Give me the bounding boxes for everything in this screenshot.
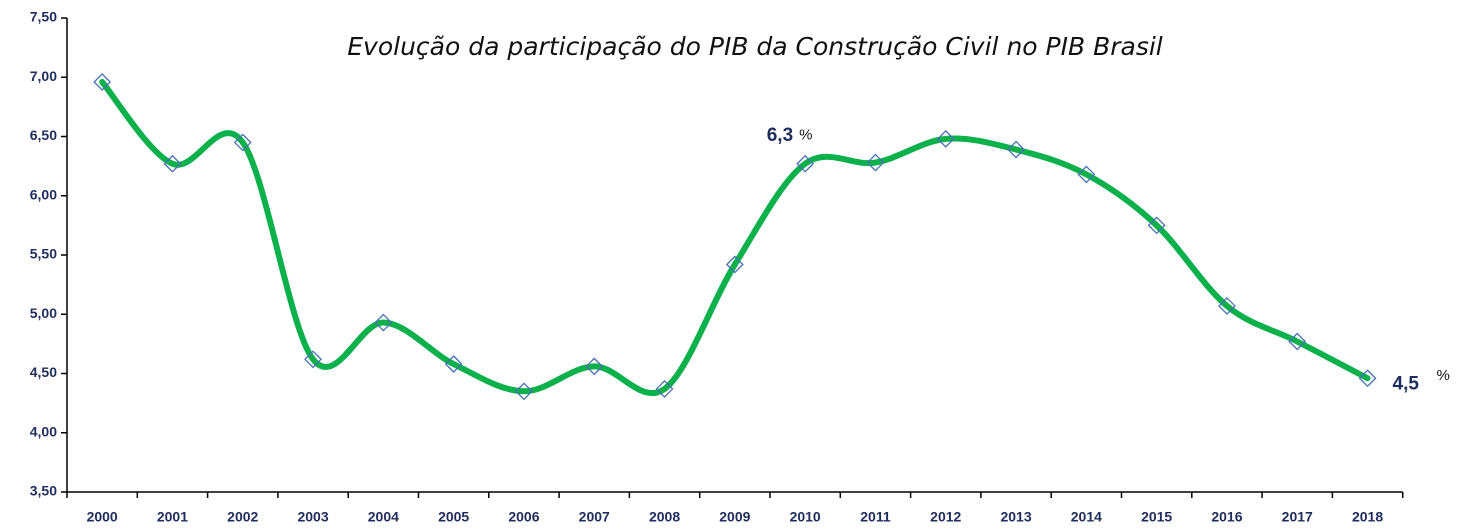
x-tick-label: 2004 [368, 509, 399, 525]
x-tick-label: 2016 [1211, 509, 1242, 525]
value-label-unit: % [799, 127, 812, 144]
x-tick-label: 2010 [790, 509, 821, 525]
marker [304, 350, 322, 369]
y-tick-label: 6,50 [30, 127, 57, 143]
y-tick-label: 6,00 [30, 186, 57, 202]
marker [1358, 369, 1377, 388]
x-tick-label: 2001 [157, 509, 188, 525]
x-tick-label: 2000 [87, 509, 118, 525]
line [99, 78, 1371, 397]
marker [585, 357, 604, 376]
x-tick-label: 2007 [579, 509, 610, 525]
marker [1218, 297, 1236, 315]
x-tick-label: 2003 [297, 509, 328, 525]
y-tick-label: 4,50 [30, 364, 57, 380]
y-tick-label: 4,00 [30, 423, 57, 439]
y-tick-label: 7,50 [30, 9, 57, 25]
marker [1147, 216, 1166, 235]
marker [655, 379, 674, 398]
x-tick-label: 2005 [438, 509, 469, 525]
chart-title: Evolução da participação do PIB da Const… [347, 32, 1163, 61]
y-tick-label: 7,00 [30, 68, 57, 84]
marker [1288, 332, 1307, 351]
marker [515, 382, 533, 401]
x-tick-label: 2018 [1352, 509, 1383, 525]
y-tick-label: 3,50 [30, 483, 57, 499]
marker [233, 133, 252, 152]
marker [1077, 165, 1096, 184]
x-tick-label: 2002 [227, 509, 258, 525]
marker [866, 153, 885, 172]
value-label: 6,3 [767, 125, 793, 146]
marker [163, 154, 182, 173]
x-tick-label: 2013 [1000, 509, 1031, 525]
x-tick-label: 2011 [860, 509, 891, 525]
x-tick-label: 2014 [1071, 509, 1102, 525]
y-tick-label: 5,50 [30, 246, 57, 262]
marker [725, 255, 744, 274]
x-tick-label: 2015 [1141, 509, 1172, 525]
x-tick-label: 2017 [1282, 509, 1313, 525]
marker [444, 355, 463, 373]
x-tick-label: 2008 [649, 509, 680, 525]
marker [374, 313, 393, 332]
x-tick-label: 2009 [719, 509, 750, 525]
value-label-unit: % [1437, 367, 1450, 384]
y-tick-label: 5,00 [30, 305, 57, 321]
x-tick-label: 2012 [930, 509, 961, 525]
value-label: 4,5 [1393, 373, 1420, 394]
marker [1007, 140, 1025, 159]
x-tick-label: 2006 [508, 509, 539, 525]
marker [936, 129, 955, 148]
marker [93, 73, 112, 91]
marker [796, 154, 815, 173]
